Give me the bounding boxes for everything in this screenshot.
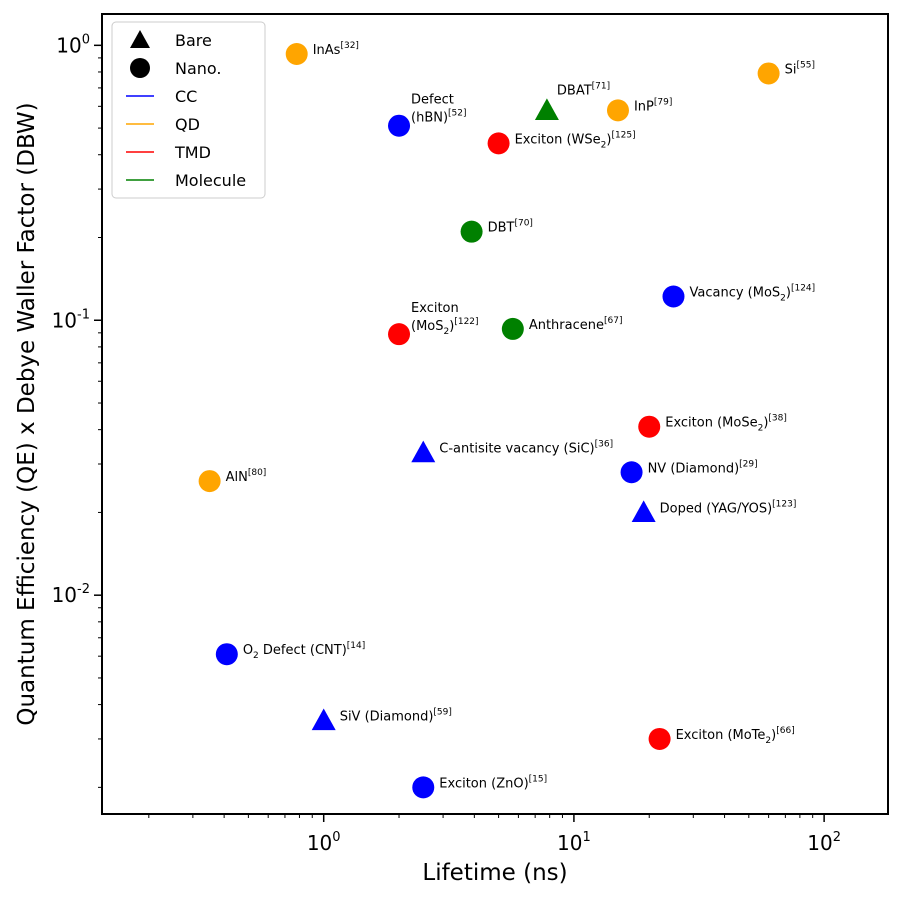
point-label-anthracene: Anthracene[67] — [529, 316, 623, 333]
legend-label-molecule: Molecule — [175, 171, 246, 190]
point-label-exciton-mote2: Exciton (MoTe2)[66] — [676, 726, 795, 746]
point-label-si: Si[55] — [785, 60, 815, 77]
point-label-defect-hbn: (hBN)[52] — [411, 109, 467, 126]
y-axis-title: Quantum Efficiency (QE) x Debye Waller F… — [14, 102, 40, 725]
y-tick-label: 100 — [56, 32, 90, 57]
point-label-c-antisite-vacancy-sic: C-antisite vacancy (SiC)[36] — [439, 440, 613, 457]
point-label-exciton-zno: Exciton (ZnO)[15] — [439, 774, 547, 791]
point-label-aln: AlN[80] — [226, 468, 267, 485]
point-nv-diamond-circle — [620, 461, 643, 484]
legend-box — [111, 21, 266, 199]
point-label-exciton-mose2: Exciton (MoSe2)[38] — [665, 414, 787, 434]
point-label-dbt: DBT[70] — [488, 219, 533, 236]
point-anthracene-circle — [501, 317, 524, 340]
plot-frame — [101, 13, 889, 815]
point-exciton-wse2-circle — [487, 132, 510, 155]
point-label-nv-diamond: NV (Diamond)[29] — [648, 459, 758, 476]
point-label-exciton-mos2-line1: Exciton — [411, 301, 459, 316]
point-exciton-mote2-circle — [648, 727, 671, 750]
legend-label-nano: Nano. — [175, 59, 222, 78]
legend-label-tmd: TMD — [174, 143, 211, 162]
point-exciton-mose2-circle — [638, 415, 661, 438]
point-label-inp: InP[79] — [634, 97, 672, 114]
point-o2-defect-cnt-circle — [215, 643, 238, 666]
point-label-doped-yag-yos: Doped (YAG/YOS)[123] — [660, 499, 797, 516]
point-vacancy-mos2-circle — [662, 285, 685, 308]
x-axis-title: Lifetime (ns) — [422, 860, 567, 886]
x-tick-label: 101 — [557, 830, 591, 855]
point-exciton-zno-circle — [412, 776, 435, 799]
point-defect-hbn-circle — [388, 114, 411, 137]
point-label-siv-diamond: SiV (Diamond)[59] — [340, 708, 452, 725]
legend-label-qd: QD — [175, 115, 200, 134]
point-c-antisite-vacancy-sic-triangle — [411, 440, 436, 463]
point-exciton-mos2-circle — [388, 323, 411, 346]
point-si-circle — [757, 62, 780, 85]
point-label-dbat: DBAT[71] — [557, 81, 610, 98]
data-points — [198, 42, 780, 799]
point-inp-circle — [606, 99, 629, 122]
legend-label-cc: CC — [175, 87, 197, 106]
point-label-inas: InAs[32] — [313, 41, 359, 58]
point-siv-diamond-triangle — [311, 708, 336, 731]
point-dbat-triangle — [534, 98, 559, 120]
x-tick-label: 100 — [307, 830, 341, 855]
y-axis-ticks: 10-2 10-1 100 — [52, 32, 102, 788]
point-label-o2-defect-cnt: O2 Defect (CNT)[14] — [243, 641, 365, 661]
x-axis-ticks: 100 101 102 — [148, 814, 841, 855]
point-inas-circle — [285, 42, 308, 65]
point-labels: InAs[32] Si[55] DBAT[71] InP[79] Defect(hBN)… — [226, 41, 816, 791]
point-label-exciton-mos2: (MoS2)[122] — [411, 317, 479, 337]
legend-triangle-marker — [130, 30, 150, 48]
point-label-exciton-wse2: Exciton (WSe2)[125] — [515, 130, 636, 150]
legend-circle-marker — [130, 58, 150, 78]
legend-label-bare: Bare — [175, 31, 212, 50]
y-tick-label: 10-2 — [52, 582, 90, 607]
point-doped-yag-yos-triangle — [631, 500, 656, 523]
legend: Bare Nano. CC QD TMD Molecule — [111, 21, 266, 199]
point-aln-circle — [198, 470, 221, 493]
y-tick-label: 10-1 — [52, 307, 90, 332]
point-label-defect-hbn-line1: Defect — [411, 93, 454, 108]
point-label-vacancy-mos2: Vacancy (MoS2)[124] — [689, 284, 815, 304]
point-dbt-circle — [460, 220, 483, 243]
x-tick-label: 102 — [807, 830, 841, 855]
